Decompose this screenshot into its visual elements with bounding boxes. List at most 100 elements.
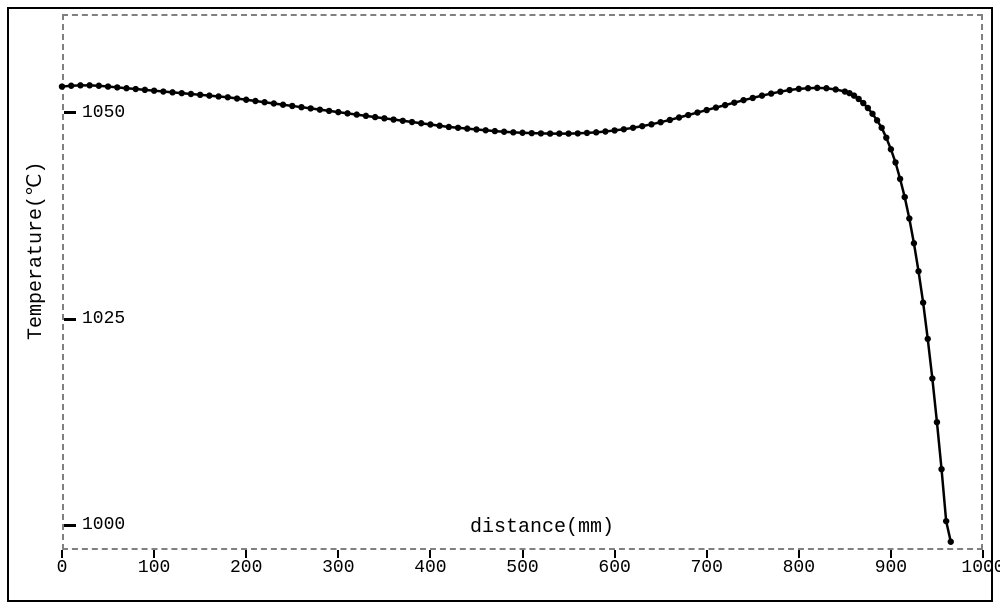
series-marker xyxy=(344,110,350,116)
series-marker xyxy=(59,83,65,89)
series-marker xyxy=(630,125,636,131)
series-marker xyxy=(823,85,829,91)
series-marker xyxy=(335,109,341,115)
series-marker xyxy=(86,82,92,88)
series-marker xyxy=(307,105,313,111)
series-marker xyxy=(464,125,470,131)
series-marker xyxy=(234,95,240,101)
series-marker xyxy=(556,130,562,136)
series-marker xyxy=(547,130,553,136)
series-marker xyxy=(409,119,415,125)
series-marker xyxy=(906,215,912,221)
series-marker xyxy=(252,98,258,104)
series-marker xyxy=(280,102,286,108)
series-marker xyxy=(648,121,654,127)
series-marker xyxy=(473,126,479,132)
series-marker xyxy=(621,126,627,132)
series-marker xyxy=(796,86,802,92)
series-marker xyxy=(446,124,452,130)
series-marker xyxy=(713,104,719,110)
series-marker xyxy=(225,94,231,100)
series-marker xyxy=(68,83,74,89)
series-marker xyxy=(142,87,148,93)
series-marker xyxy=(354,111,360,117)
series-marker xyxy=(911,240,917,246)
series-marker xyxy=(271,100,277,106)
series-marker xyxy=(805,85,811,91)
series-marker xyxy=(538,130,544,136)
series-marker xyxy=(317,106,323,112)
series-marker xyxy=(77,82,83,88)
series-marker xyxy=(575,130,581,136)
series-marker xyxy=(892,159,898,165)
series-marker xyxy=(759,92,765,98)
series-marker xyxy=(123,85,129,91)
series-marker xyxy=(160,88,166,94)
series-marker xyxy=(902,194,908,200)
series-marker xyxy=(667,117,673,123)
series-marker xyxy=(948,539,954,545)
series-marker xyxy=(151,87,157,93)
series-marker xyxy=(510,129,516,135)
series-marker xyxy=(750,95,756,101)
series-marker xyxy=(179,90,185,96)
series-marker xyxy=(243,97,249,103)
series-marker xyxy=(427,121,433,127)
series-marker xyxy=(418,120,424,126)
series-marker xyxy=(492,128,498,134)
series-marker xyxy=(883,134,889,140)
series-marker xyxy=(929,375,935,381)
series-marker xyxy=(920,299,926,305)
series-marker xyxy=(611,127,617,133)
series-marker xyxy=(169,89,175,95)
series-marker xyxy=(814,85,820,91)
series-marker xyxy=(740,97,746,103)
series-marker xyxy=(832,86,838,92)
series-marker xyxy=(96,83,102,89)
series-marker xyxy=(865,105,871,111)
series-marker xyxy=(915,268,921,274)
series-marker xyxy=(786,87,792,93)
series-marker xyxy=(768,90,774,96)
series-marker xyxy=(584,130,590,136)
series-marker xyxy=(132,86,138,92)
series-marker xyxy=(114,84,120,90)
series-marker xyxy=(602,128,608,134)
series-marker xyxy=(938,466,944,472)
series-marker xyxy=(206,92,212,98)
series-marker xyxy=(372,114,378,120)
series-marker xyxy=(289,103,295,109)
series-marker xyxy=(685,112,691,118)
series-marker xyxy=(298,104,304,110)
series-marker xyxy=(519,130,525,136)
series-marker xyxy=(869,111,875,117)
series-marker xyxy=(860,100,866,106)
series-marker xyxy=(261,99,267,105)
series-marker xyxy=(482,127,488,133)
series-marker xyxy=(593,129,599,135)
series-marker xyxy=(565,130,571,136)
series-marker xyxy=(436,123,442,129)
series-marker xyxy=(326,108,332,114)
series-marker xyxy=(400,118,406,124)
series-marker xyxy=(704,107,710,113)
data-curve xyxy=(0,0,1000,609)
series-marker xyxy=(390,116,396,122)
series-marker xyxy=(501,129,507,135)
series-marker xyxy=(897,176,903,182)
series-marker xyxy=(215,93,221,99)
series-marker xyxy=(381,115,387,121)
series-marker xyxy=(694,109,700,115)
series-marker xyxy=(363,113,369,119)
series-marker xyxy=(657,119,663,125)
series-marker xyxy=(197,92,203,98)
series-marker xyxy=(105,83,111,89)
series-marker xyxy=(925,336,931,342)
series-marker xyxy=(639,123,645,129)
series-marker xyxy=(731,99,737,105)
series-marker xyxy=(874,117,880,123)
series-marker xyxy=(188,91,194,97)
series-marker xyxy=(934,419,940,425)
series-marker xyxy=(878,125,884,131)
series-marker xyxy=(529,130,535,136)
